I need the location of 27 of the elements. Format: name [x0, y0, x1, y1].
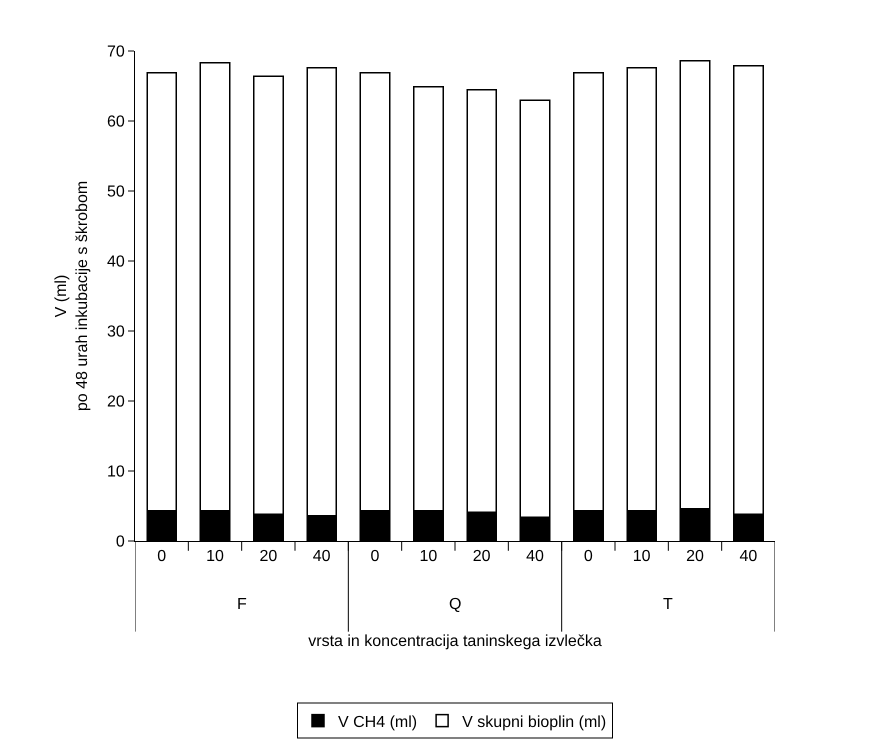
x-tick-label: 0	[157, 548, 166, 566]
x-tick-label: 0	[370, 548, 380, 566]
y-tick-label: 50	[107, 184, 125, 201]
x-tick-label: 20	[686, 548, 704, 566]
x-axis-title: vrsta in koncentracija taninskega izvlečka	[308, 632, 602, 650]
y-tick-label: 70	[107, 44, 125, 61]
text: Q	[449, 596, 462, 613]
y-tick-label: 30	[107, 324, 125, 341]
x-tick-label: 0	[584, 548, 593, 566]
y-tick-label: 10	[107, 464, 125, 481]
y-tick-label: 0	[116, 534, 125, 551]
text: F	[237, 596, 247, 613]
x-tick-label: 10	[206, 548, 224, 566]
legend-label: V CH4 (ml)	[338, 714, 418, 731]
y-axis-title: V (ml) po 48 urah inkubacije s škrobom	[53, 180, 91, 412]
y-tick-label: 60	[107, 114, 125, 131]
x-tick-label: 40	[526, 548, 544, 566]
y-tick-label: 40	[107, 254, 125, 271]
x-tick-label: 40	[739, 548, 758, 566]
x-tick-label: 20	[472, 548, 491, 566]
x-tick-label: 40	[312, 548, 331, 566]
legend-label: V skupni bioplin (ml)	[462, 714, 606, 731]
text: T	[663, 596, 673, 613]
x-tick-label: 20	[259, 548, 278, 566]
x-tick-label: 10	[419, 548, 438, 566]
x-tick-label: 10	[632, 548, 651, 566]
y-tick-label: 20	[107, 394, 125, 411]
